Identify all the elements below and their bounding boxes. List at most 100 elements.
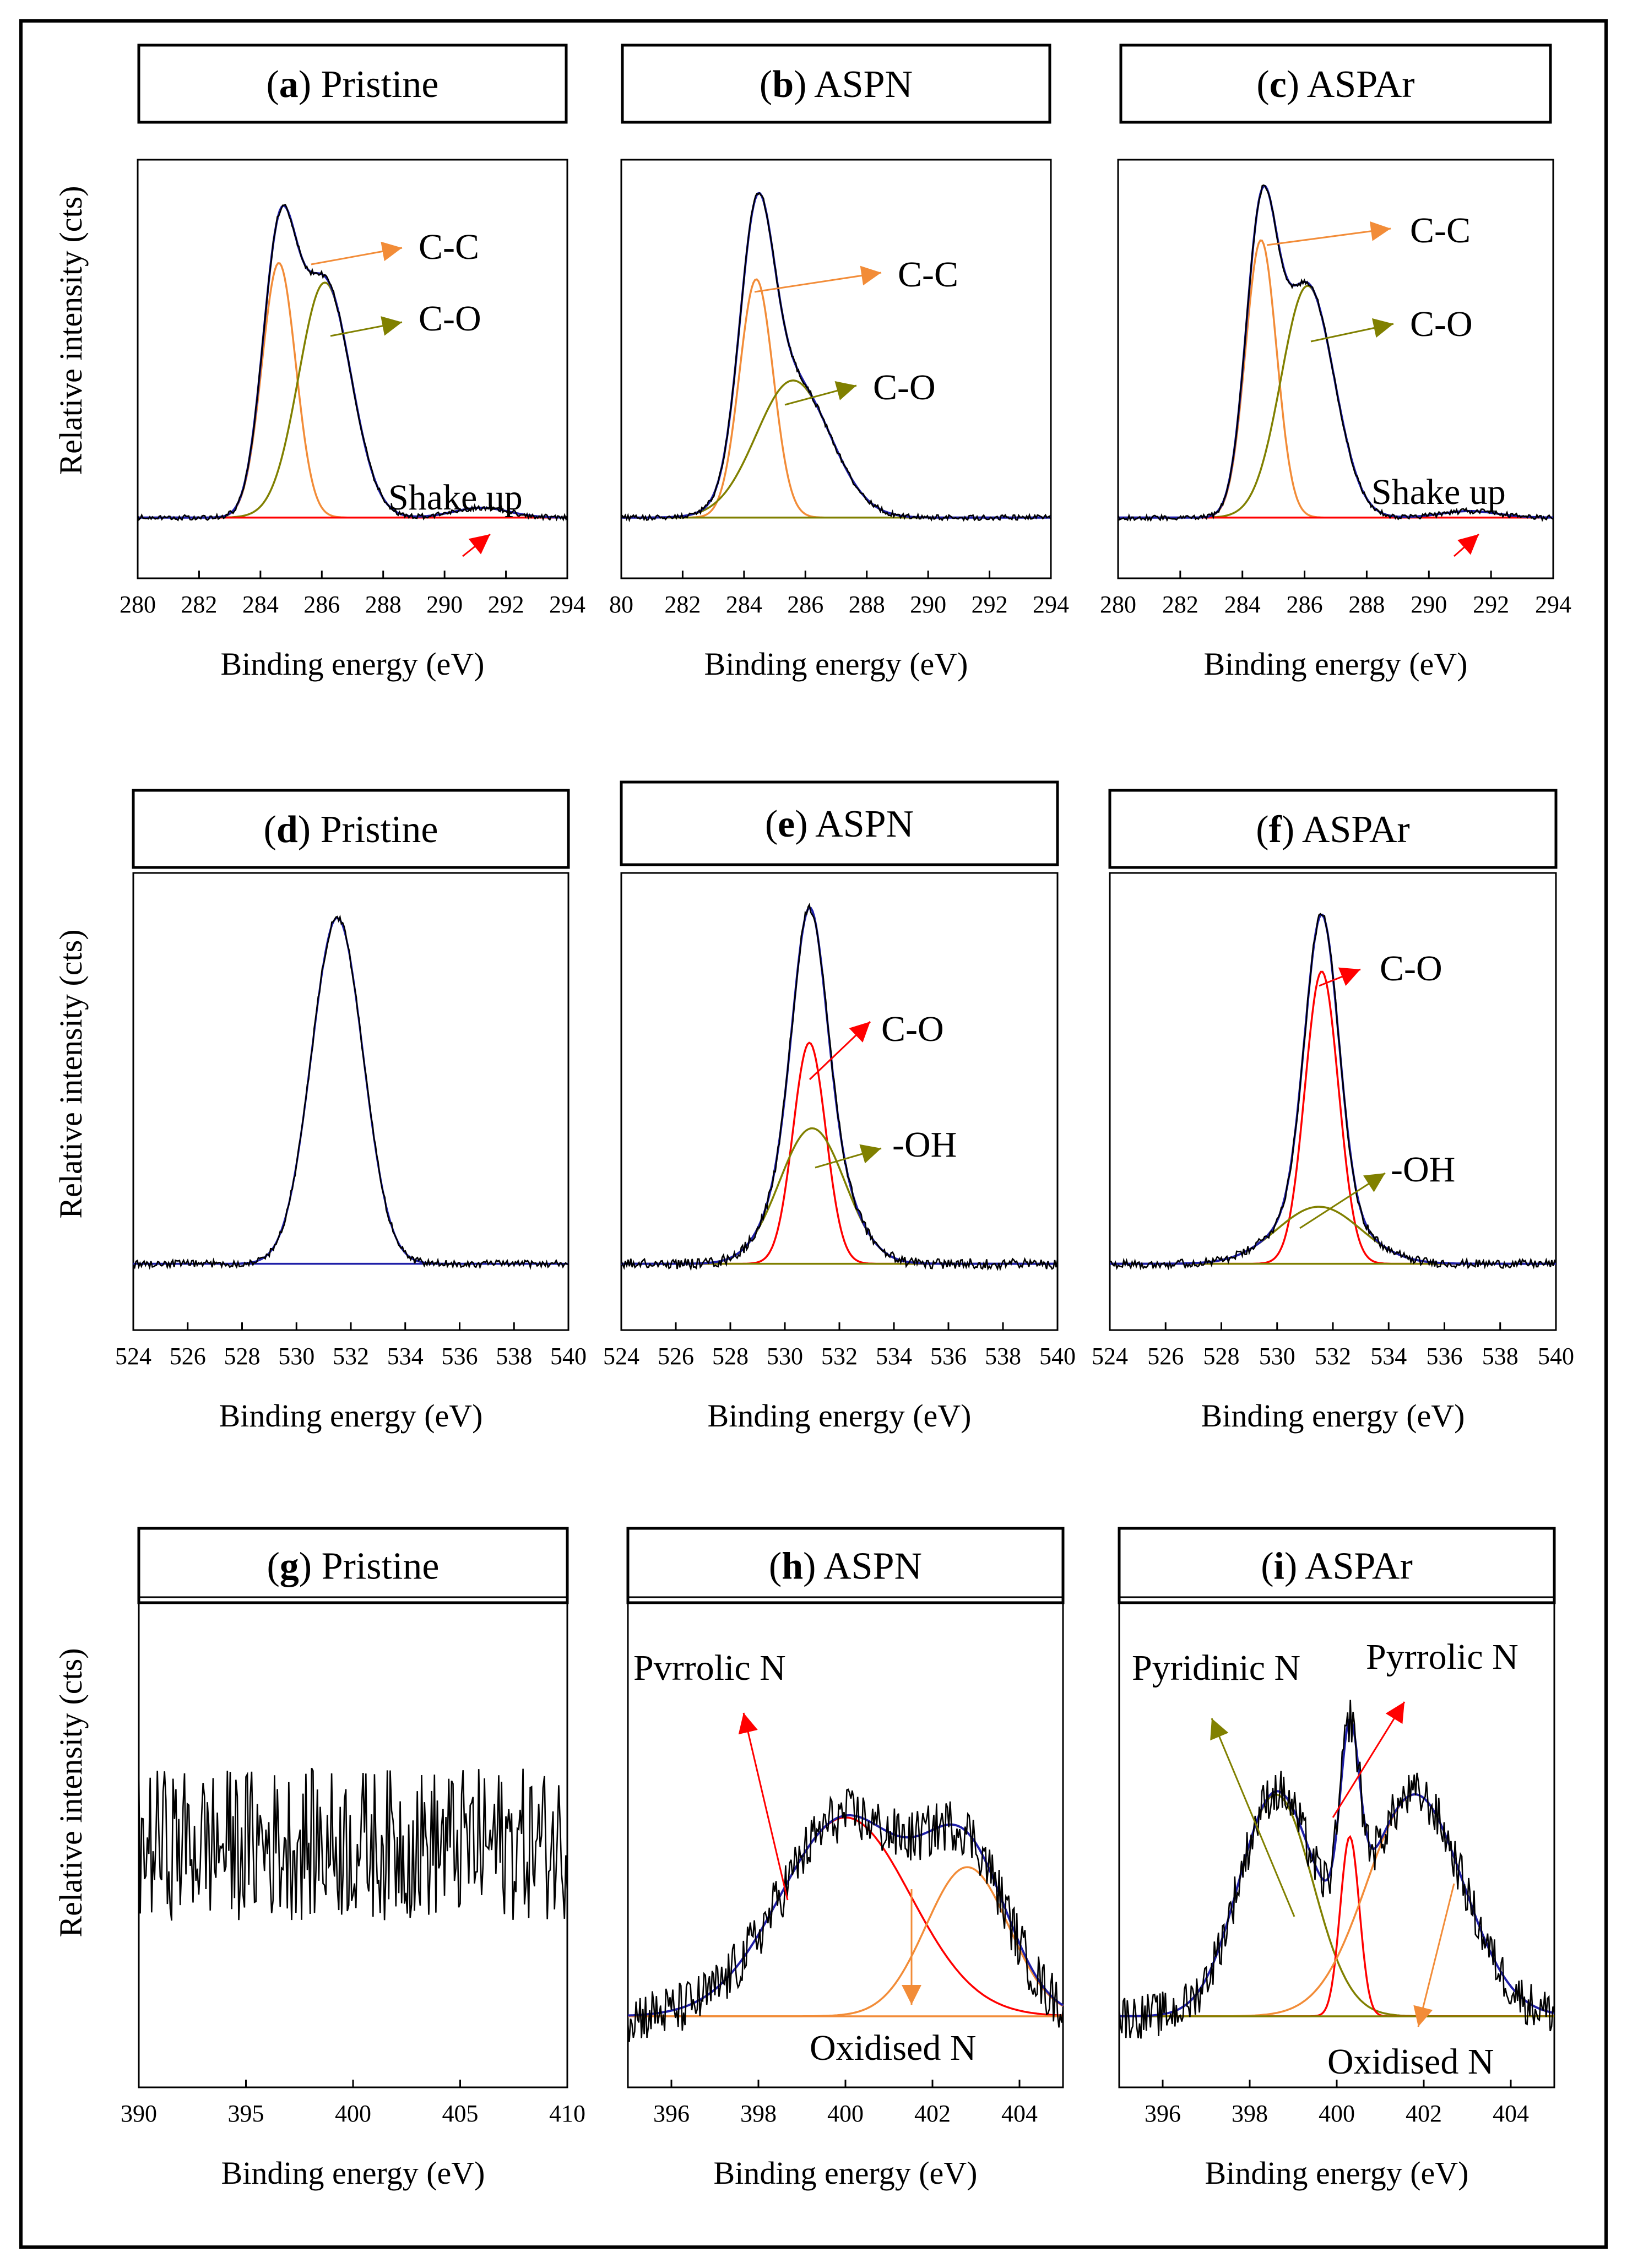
annotation-label: Oxidised N bbox=[1327, 2042, 1494, 2082]
raw-data-line bbox=[1109, 913, 1557, 1271]
panel-title-box bbox=[621, 44, 1051, 124]
panel-f: (f) ASPAr 524 526 528 530 532 534 536 538 540 Bind… bbox=[1092, 789, 1574, 1434]
x-tick-label: 534 bbox=[876, 1343, 912, 1370]
panel-h: (h) ASPN 396 398 400 402 404 Binding energy (e… bbox=[626, 1527, 1065, 2191]
x-axis-label: Binding energy (eV) bbox=[221, 2155, 485, 2191]
raw-data-line bbox=[627, 1788, 1064, 2042]
panel-g: (g) Pristine 390 395 400 405 410 Binding energ… bbox=[53, 1527, 585, 2191]
annotation-arrow-head bbox=[1369, 221, 1391, 241]
x-tick-label: 540 bbox=[550, 1343, 587, 1370]
x-tick-label: 526 bbox=[170, 1343, 206, 1370]
x-tick-label: 396 bbox=[1145, 2100, 1181, 2127]
x-axis-label: Binding energy (eV) bbox=[704, 646, 968, 682]
panel-title-box bbox=[137, 1527, 569, 1604]
x-tick-label: 530 bbox=[767, 1343, 803, 1370]
panel-title: (h) ASPN bbox=[769, 1545, 922, 1588]
x-tick-label: 395 bbox=[228, 2100, 264, 2127]
x-tick-label: 528 bbox=[1203, 1343, 1240, 1370]
x-tick-label: 284 bbox=[242, 591, 279, 618]
x-tick-label: 286 bbox=[787, 591, 823, 618]
x-tick-label: 526 bbox=[1147, 1343, 1184, 1370]
panel-title: (b) ASPN bbox=[760, 63, 913, 106]
x-tick-label: 540 bbox=[1039, 1343, 1076, 1370]
x-tick-label: 404 bbox=[1001, 2100, 1038, 2127]
annotation-arrow-head bbox=[849, 1022, 870, 1043]
panel-title: (g) Pristine bbox=[267, 1545, 439, 1588]
x-tick-label: 404 bbox=[1493, 2100, 1529, 2127]
annotation-arrow-head bbox=[834, 381, 856, 400]
annotation-arrow-head bbox=[859, 1144, 881, 1164]
x-tick-label: 532 bbox=[821, 1343, 858, 1370]
raw-data-line bbox=[620, 902, 1059, 1272]
figure-frame bbox=[19, 19, 1608, 2249]
x-tick-label: 528 bbox=[712, 1343, 749, 1370]
x-tick-label: 536 bbox=[1427, 1343, 1463, 1370]
x-tick-label: 526 bbox=[658, 1343, 694, 1370]
x-tick-label: 524 bbox=[115, 1343, 151, 1370]
x-tick-label: 294 bbox=[1033, 591, 1069, 618]
annotation-label: C-O bbox=[1380, 948, 1442, 989]
x-tick-label: 532 bbox=[1315, 1343, 1351, 1370]
x-tick-label: 286 bbox=[1287, 591, 1323, 618]
panel-title-box bbox=[620, 780, 1059, 866]
x-axis-label: Binding energy (eV) bbox=[1205, 2155, 1469, 2191]
panel-b: (b) ASPN 80 282 284 286 288 290 292 294 Binding e… bbox=[609, 44, 1069, 682]
raw-data-line bbox=[137, 204, 568, 522]
x-tick-label: 400 bbox=[1319, 2100, 1355, 2127]
y-axis-label: Relative intensity (cts) bbox=[53, 186, 89, 475]
annotation-arrow-head bbox=[381, 241, 402, 262]
annotation-arrow-head bbox=[902, 1985, 921, 2005]
annotation-arrow-line bbox=[1332, 1701, 1406, 1818]
x-tick-label: 402 bbox=[914, 2100, 951, 2127]
annotation-arrow-head bbox=[1385, 1702, 1404, 1724]
x-tick-label: 294 bbox=[1535, 591, 1571, 618]
panel-title: (a) Pristine bbox=[266, 63, 438, 106]
x-tick-label: 536 bbox=[930, 1343, 967, 1370]
x-tick-label: 280 bbox=[120, 591, 156, 618]
raw-data-line bbox=[1117, 184, 1554, 522]
x-tick-label: 292 bbox=[1473, 591, 1509, 618]
x-tick-label: 402 bbox=[1406, 2100, 1442, 2127]
annotation-arrow-line bbox=[754, 272, 882, 293]
panel-title-box bbox=[1119, 44, 1552, 124]
panel-title-box bbox=[132, 789, 570, 869]
annotation-arrow-line bbox=[1211, 1718, 1295, 1917]
x-tick-label: 538 bbox=[985, 1343, 1021, 1370]
x-tick-label: 292 bbox=[488, 591, 524, 618]
x-tick-label: 528 bbox=[224, 1343, 261, 1370]
annotation-label: Shake up bbox=[1371, 472, 1506, 512]
annotation-arrow-line bbox=[1417, 1883, 1455, 2027]
annotation-label: -OH bbox=[892, 1125, 957, 1165]
x-tick-label: 530 bbox=[1259, 1343, 1295, 1370]
y-axis-label: Relative intensity (cts) bbox=[53, 929, 89, 1218]
annotation-label: Oxidised N bbox=[810, 2028, 976, 2068]
raw-data-line bbox=[138, 1767, 568, 1921]
x-axis-label: Binding energy (eV) bbox=[1204, 646, 1468, 682]
panel-a: (a) Pristine 280 282 284 286 288 290 292 294 Bind… bbox=[53, 44, 585, 682]
x-tick-label: 292 bbox=[972, 591, 1008, 618]
y-axis-label: Relative intensity (cts) bbox=[53, 1648, 89, 1937]
x-tick-label: 538 bbox=[1482, 1343, 1518, 1370]
x-tick-label: 290 bbox=[1411, 591, 1447, 618]
x-axis-label: Binding energy (eV) bbox=[708, 1398, 972, 1434]
x-tick-label: 282 bbox=[1162, 591, 1198, 618]
annotation-arrow-head bbox=[381, 316, 402, 336]
annotation-label: Shake up bbox=[388, 478, 523, 518]
x-tick-label: 405 bbox=[442, 2100, 479, 2127]
annotation-label: -OH bbox=[1391, 1149, 1455, 1190]
panel-title: (f) ASPAr bbox=[1256, 809, 1409, 851]
annotation-arrow-head bbox=[738, 1713, 758, 1735]
x-tick-label: 288 bbox=[849, 591, 885, 618]
panel-d: (d) Pristine 524 526 528 530 532 534 536 538 540 B… bbox=[53, 789, 587, 1434]
x-tick-label: 280 bbox=[1100, 591, 1136, 618]
panel-title: (c) ASPAr bbox=[1256, 63, 1414, 106]
x-tick-label: 390 bbox=[121, 2100, 157, 2127]
panel-title: (e) ASPN bbox=[765, 803, 914, 845]
annotation-label: Pvrrolic N bbox=[633, 1648, 786, 1688]
x-tick-label: 290 bbox=[910, 591, 946, 618]
annotation-arrow-head bbox=[1457, 534, 1479, 555]
x-tick-label: 282 bbox=[664, 591, 701, 618]
x-tick-label: 80 bbox=[609, 591, 633, 618]
